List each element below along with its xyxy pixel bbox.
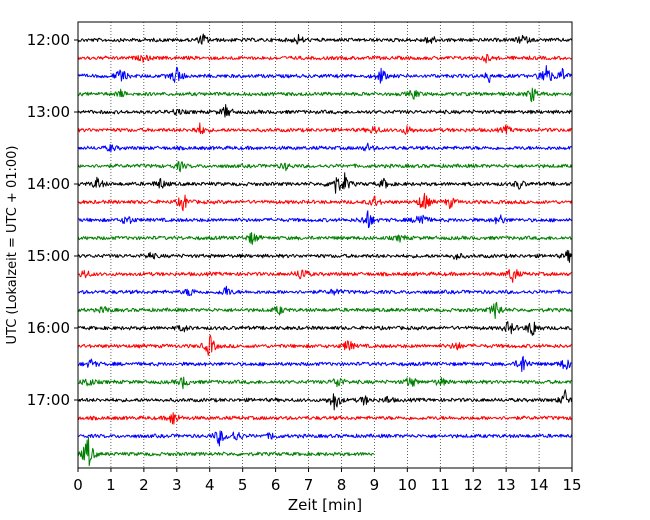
trace-line: [77, 87, 572, 103]
y-axis-label: UTC (Lokalzeit = UTC + 01:00): [5, 146, 20, 345]
grid-lines: [110, 22, 540, 468]
trace-line: [77, 321, 572, 336]
trace-line: [77, 430, 572, 447]
trace-line: [77, 53, 572, 64]
y-tick-label: 15:00: [27, 247, 70, 265]
x-tick-label: 7: [304, 476, 314, 494]
x-axis-ticks: 0 1 2 3 4 5 6 7 8 9 10 11 12 13 14 15: [73, 468, 582, 494]
trace-line: [77, 412, 572, 425]
trace-line: [77, 269, 572, 283]
trace-line: [77, 376, 572, 390]
trace-line: [77, 389, 572, 411]
x-tick-label: 6: [271, 476, 281, 494]
trace-line: [77, 192, 572, 212]
y-tick-label: 14:00: [27, 175, 70, 193]
x-tick-label: 1: [106, 476, 116, 494]
trace-line: [77, 161, 572, 173]
y-tick-label: 16:00: [27, 319, 70, 337]
trace-line: [77, 249, 572, 263]
x-axis-label: Zeit [min]: [288, 496, 362, 514]
trace-line: [77, 142, 572, 153]
trace-line: [77, 104, 572, 118]
trace-line: [77, 232, 572, 245]
trace-line: [77, 355, 572, 373]
trace-line: [77, 33, 572, 45]
x-tick-label: 3: [172, 476, 182, 494]
x-tick-label: 11: [431, 476, 450, 494]
x-tick-label: 4: [205, 476, 215, 494]
trace-line: [77, 122, 572, 135]
y-tick-label: 17:00: [27, 391, 70, 409]
plot-frame: [77, 21, 573, 469]
x-tick-label: 14: [530, 476, 549, 494]
trace-line: [77, 285, 572, 297]
x-tick-label: 13: [497, 476, 516, 494]
trace-line: [77, 65, 572, 84]
y-axis-ticks: 12:00 13:00 14:00 15:00 16:00 17:00: [27, 31, 78, 409]
trace-line: [77, 210, 572, 229]
trace-line: [77, 334, 572, 356]
trace-line: [77, 172, 572, 194]
x-tick-label: 5: [238, 476, 248, 494]
trace-line: [77, 301, 572, 319]
y-tick-label: 13:00: [27, 103, 70, 121]
y-tick-label: 12:00: [27, 31, 70, 49]
x-tick-label: 9: [370, 476, 380, 494]
x-tick-label: 15: [562, 476, 581, 494]
x-tick-label: 12: [464, 476, 483, 494]
x-tick-label: 2: [139, 476, 149, 494]
x-tick-label: 0: [73, 476, 83, 494]
x-tick-label: 8: [337, 476, 347, 494]
trace-line: [77, 436, 375, 467]
trace-lines: [77, 33, 572, 467]
x-tick-label: 10: [398, 476, 417, 494]
